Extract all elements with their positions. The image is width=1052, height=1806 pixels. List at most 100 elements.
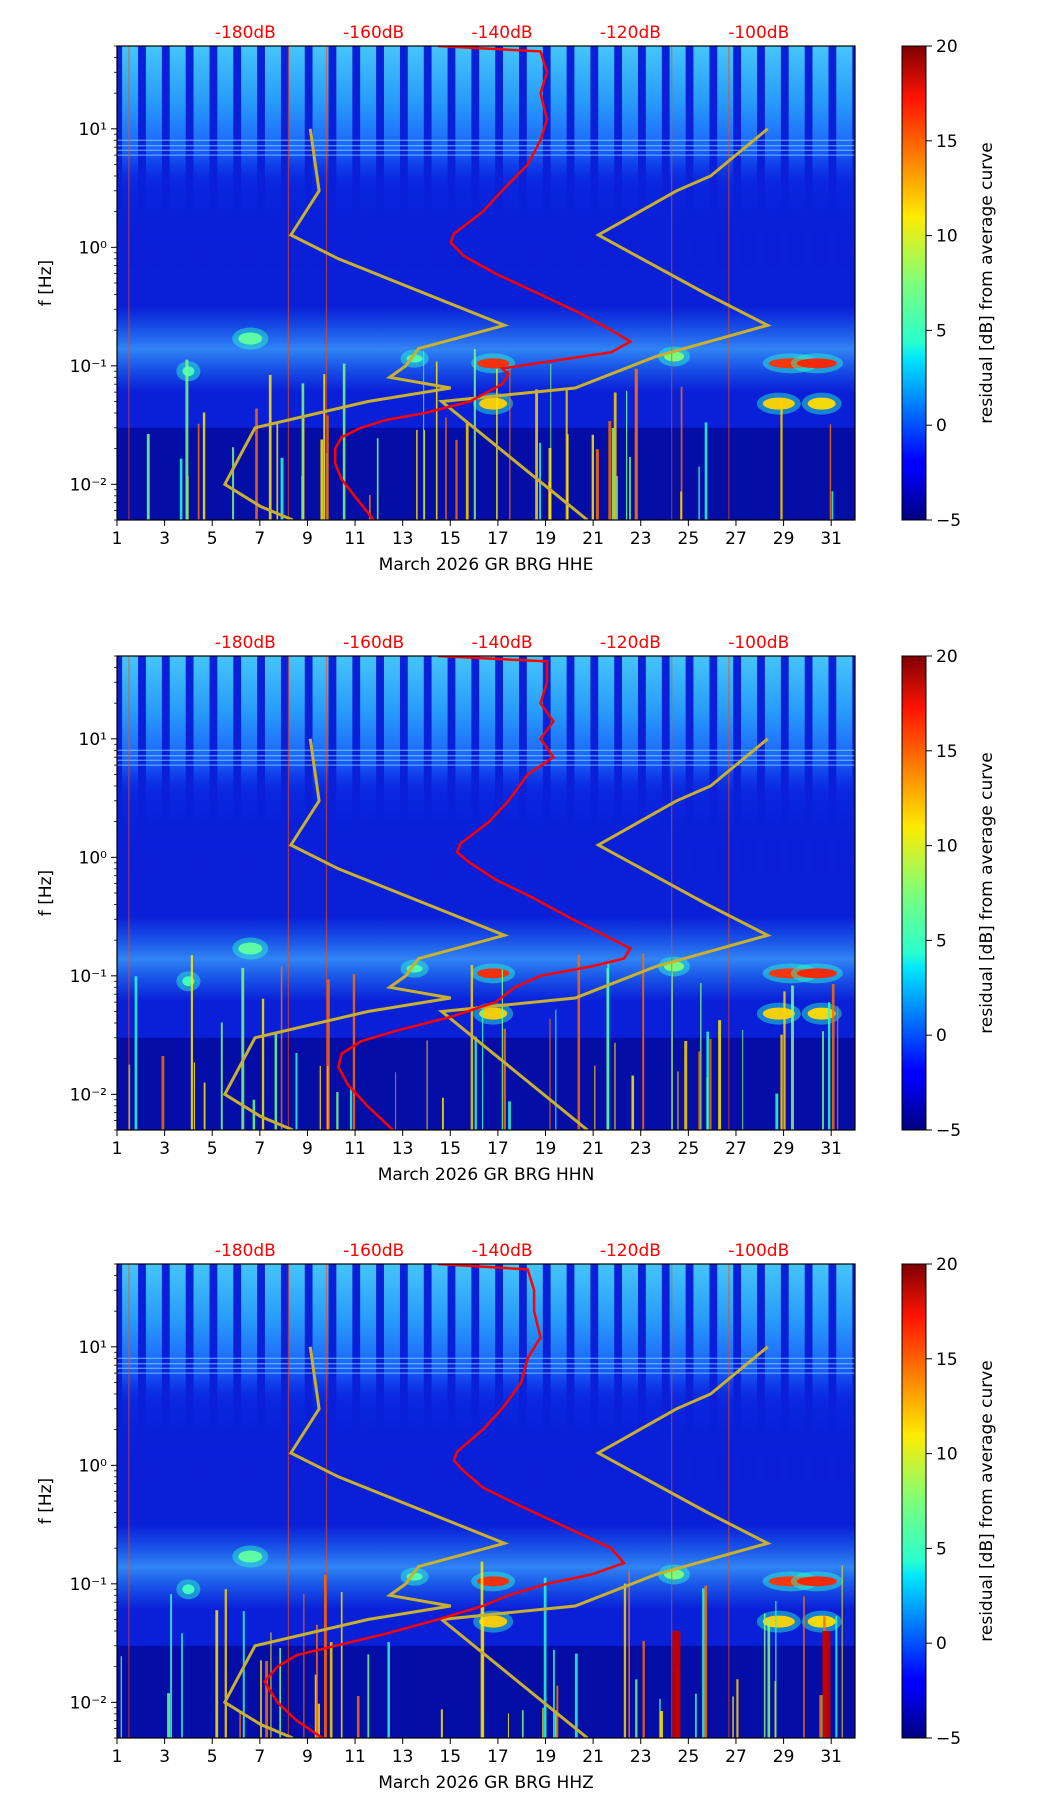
average-psd-curve [333, 46, 633, 520]
daily-stripe [741, 656, 758, 884]
x-tick-label: 9 [302, 1747, 313, 1767]
y-tick-label: 10⁻² [70, 1085, 107, 1105]
daily-stripe [598, 656, 615, 884]
db-tick-label: -100dB [728, 23, 789, 43]
daily-stripe [264, 46, 281, 274]
daily-stripe [383, 46, 400, 274]
x-tick-label: 19 [535, 529, 557, 549]
long-period-burst [672, 1630, 681, 1738]
daily-stripe [193, 656, 210, 884]
daily-stripe [431, 1264, 448, 1492]
colorbar-tick-label: 5 [936, 1539, 947, 1559]
storm-blob [182, 366, 195, 377]
daily-stripe [360, 656, 377, 884]
daily-stripe [645, 656, 662, 884]
y-tick-label: 10⁻¹ [70, 1575, 107, 1595]
colorbar-tick-label: 5 [936, 931, 947, 951]
colorbar [901, 655, 927, 1131]
x-tick-label: 13 [392, 529, 414, 549]
daily-stripe [812, 1264, 829, 1492]
x-tick-label: 15 [439, 1747, 461, 1767]
storm-blob [807, 1007, 836, 1020]
daily-stripe [336, 656, 353, 884]
x-tick-label: 5 [207, 529, 218, 549]
x-tick-label: 15 [439, 529, 461, 549]
average-psd-curve [263, 1264, 627, 1738]
x-tick-label: 15 [439, 1139, 461, 1159]
daily-stripe [598, 1264, 615, 1492]
x-tick-label: 23 [630, 1139, 652, 1159]
storm-blob [238, 942, 263, 955]
daily-stripe [574, 46, 591, 274]
x-tick-label: 17 [487, 1747, 509, 1767]
daily-stripe [169, 1264, 186, 1492]
y-axis-label: f [Hz] [36, 870, 56, 916]
y-tick-label: 10¹ [79, 1338, 107, 1358]
x-tick-label: 13 [392, 1747, 414, 1767]
daily-stripe [479, 46, 496, 274]
db-tick-label: -120dB [600, 633, 661, 653]
daily-stripe [217, 656, 234, 884]
daily-stripe [669, 656, 686, 884]
daily-stripe [288, 1264, 305, 1492]
daily-stripe [788, 656, 805, 884]
y-tick-label: 10¹ [79, 120, 107, 140]
x-tick-label: 21 [582, 529, 604, 549]
daily-stripe [217, 46, 234, 274]
x-tick-label: 21 [582, 1747, 604, 1767]
x-tick-label: 3 [159, 1139, 170, 1159]
average-psd-curve [337, 656, 633, 1130]
x-tick-label: 17 [487, 1139, 509, 1159]
colorbar-tick-label: 15 [936, 742, 958, 762]
low-freq-region [117, 1645, 855, 1738]
daily-stripe [169, 656, 186, 884]
daily-stripe [550, 46, 567, 274]
daily-stripe [383, 656, 400, 884]
colorbar-label: residual [dB] from average curve [977, 142, 997, 423]
daily-stripe [312, 656, 329, 884]
colorbar-tick-label: 0 [936, 416, 947, 436]
x-tick-label: 7 [254, 1139, 265, 1159]
colorbar-tick-label: 10 [936, 227, 958, 247]
daily-stripe [693, 656, 710, 884]
colorbar-tick-label: −5 [936, 1729, 961, 1749]
x-tick-label: 27 [725, 529, 747, 549]
daily-stripe [502, 1264, 519, 1492]
daily-stripe [431, 656, 448, 884]
daily-stripe [479, 656, 496, 884]
x-tick-label: 11 [344, 1747, 366, 1767]
daily-stripe [669, 1264, 686, 1492]
x-tick-label: 25 [678, 1139, 700, 1159]
x-tick-label: 9 [302, 529, 313, 549]
db-tick-label: -100dB [728, 1241, 789, 1261]
x-tick-label: 1 [112, 1747, 123, 1767]
nhnm-curve [437, 127, 772, 520]
db-tick-label: -140dB [472, 1241, 533, 1261]
db-tick-label: -160dB [343, 23, 404, 43]
colorbar-label: residual [dB] from average curve [977, 752, 997, 1033]
colorbar-tick-label: 0 [936, 1634, 947, 1654]
db-tick-label: -180dB [215, 23, 276, 43]
x-tick-label: 7 [254, 529, 265, 549]
x-axis-label: March 2026 GR BRG HHZ [378, 1773, 594, 1793]
x-tick-label: 29 [773, 529, 795, 549]
colorbar-tick-label: 20 [936, 1255, 958, 1275]
y-tick-label: 10¹ [79, 730, 107, 750]
nlnm-curve [222, 128, 510, 520]
colorbar-tick-label: −5 [936, 511, 961, 531]
daily-stripe [145, 1264, 162, 1492]
daily-stripe [288, 656, 305, 884]
storm-blob [479, 397, 508, 410]
x-tick-label: 1 [112, 529, 123, 549]
colorbar-tick-label: 15 [936, 1350, 958, 1370]
x-tick-label: 27 [725, 1747, 747, 1767]
daily-stripe [812, 46, 829, 274]
colorbar-tick-label: 20 [936, 647, 958, 667]
daily-stripe [764, 1264, 781, 1492]
daily-stripe [526, 1264, 543, 1492]
microseism-band [117, 305, 855, 393]
y-axis-label: f [Hz] [36, 260, 56, 306]
daily-stripe [574, 1264, 591, 1492]
